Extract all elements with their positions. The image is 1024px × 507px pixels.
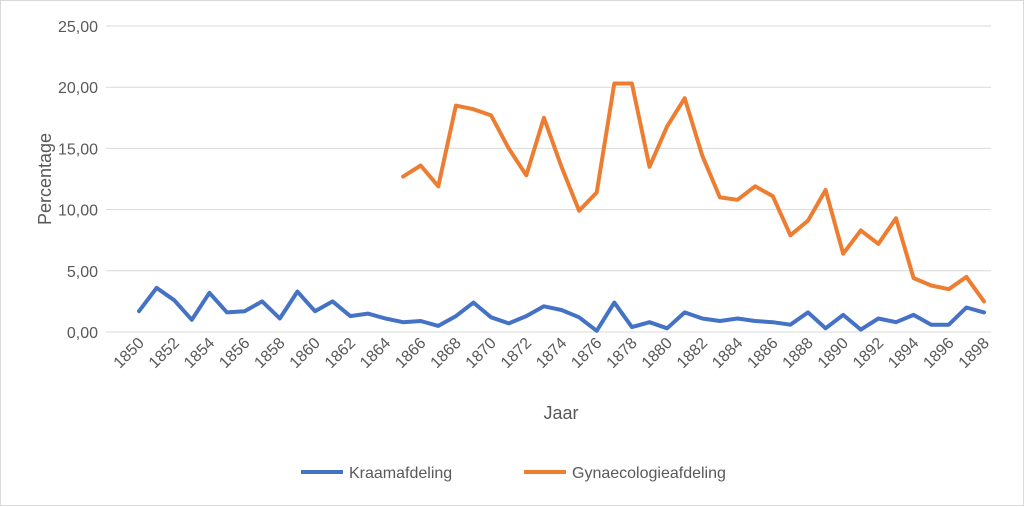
- y-tick-label: 0,00: [67, 325, 98, 342]
- x-tick-label: 1892: [850, 335, 887, 372]
- x-tick-label: 1850: [111, 335, 148, 372]
- x-tick-label: 1858: [251, 335, 288, 372]
- y-tick-label: 20,00: [58, 80, 98, 97]
- series-line-gynaecologieafdeling: [403, 84, 984, 302]
- x-tick-label: 1896: [920, 335, 957, 372]
- x-tick-label: 1856: [216, 335, 253, 372]
- x-tick-label: 1864: [357, 335, 394, 372]
- x-tick-label: 1854: [181, 335, 218, 372]
- x-tick-label: 1852: [146, 335, 183, 372]
- x-tick-label: 1872: [498, 335, 535, 372]
- x-tick-label: 1888: [780, 335, 817, 372]
- series-line-kraamafdeling: [139, 288, 984, 331]
- x-tick-label: 1876: [568, 335, 605, 372]
- x-tick-label: 1878: [604, 335, 641, 372]
- x-tick-label: 1860: [287, 335, 324, 372]
- x-tick-label: 1890: [815, 335, 852, 372]
- x-tick-label: 1868: [428, 335, 465, 372]
- x-tick-label: 1870: [463, 335, 500, 372]
- y-tick-label: 5,00: [67, 264, 98, 281]
- legend-label: Kraamafdeling: [349, 465, 452, 482]
- x-tick-label: 1862: [322, 335, 359, 372]
- x-tick-label: 1866: [392, 335, 429, 372]
- legend-label: Gynaecologieafdeling: [572, 465, 726, 482]
- y-axis-label: Percentage: [35, 133, 55, 225]
- legend-item: Gynaecologieafdeling: [524, 465, 726, 482]
- x-tick-label: 1898: [956, 335, 993, 372]
- x-tick-label: 1894: [885, 335, 922, 372]
- x-tick-label: 1882: [674, 335, 711, 372]
- y-tick-label: 10,00: [58, 203, 98, 220]
- x-tick-label: 1884: [709, 335, 746, 372]
- x-axis-label: Jaar: [543, 403, 578, 423]
- y-tick-label: 15,00: [58, 141, 98, 158]
- legend-item: Kraamafdeling: [301, 465, 452, 482]
- x-tick-label: 1886: [744, 335, 781, 372]
- x-tick-label: 1880: [639, 335, 676, 372]
- y-tick-label: 25,00: [58, 19, 98, 36]
- x-tick-label: 1874: [533, 335, 570, 372]
